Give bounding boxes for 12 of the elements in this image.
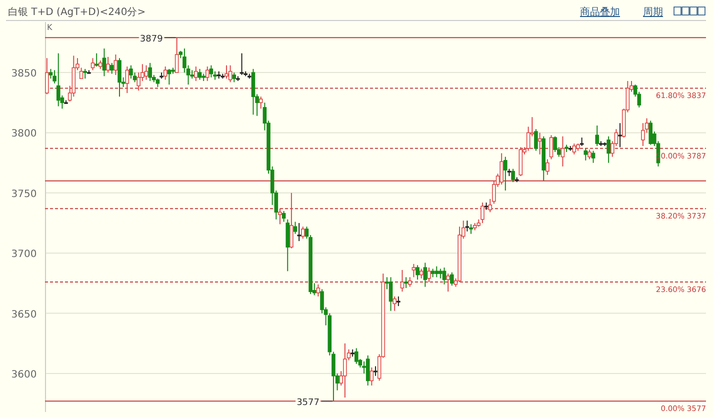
control: 周期 [643,7,663,18]
ytick: 3850 [11,68,37,80]
ytick: 3700 [11,249,37,260]
annotation: K [47,23,52,32]
annotation: 3879 [140,34,163,45]
control: 商品叠加 [580,7,620,18]
ytick: 3650 [11,309,37,320]
ytick: 3600 [11,369,37,380]
title: 白银 T+D (AgT+D)<240分> [8,7,146,18]
annotation: 3577 [296,398,320,408]
ytick: 3750 [11,188,37,200]
ytick: 3800 [11,128,37,140]
